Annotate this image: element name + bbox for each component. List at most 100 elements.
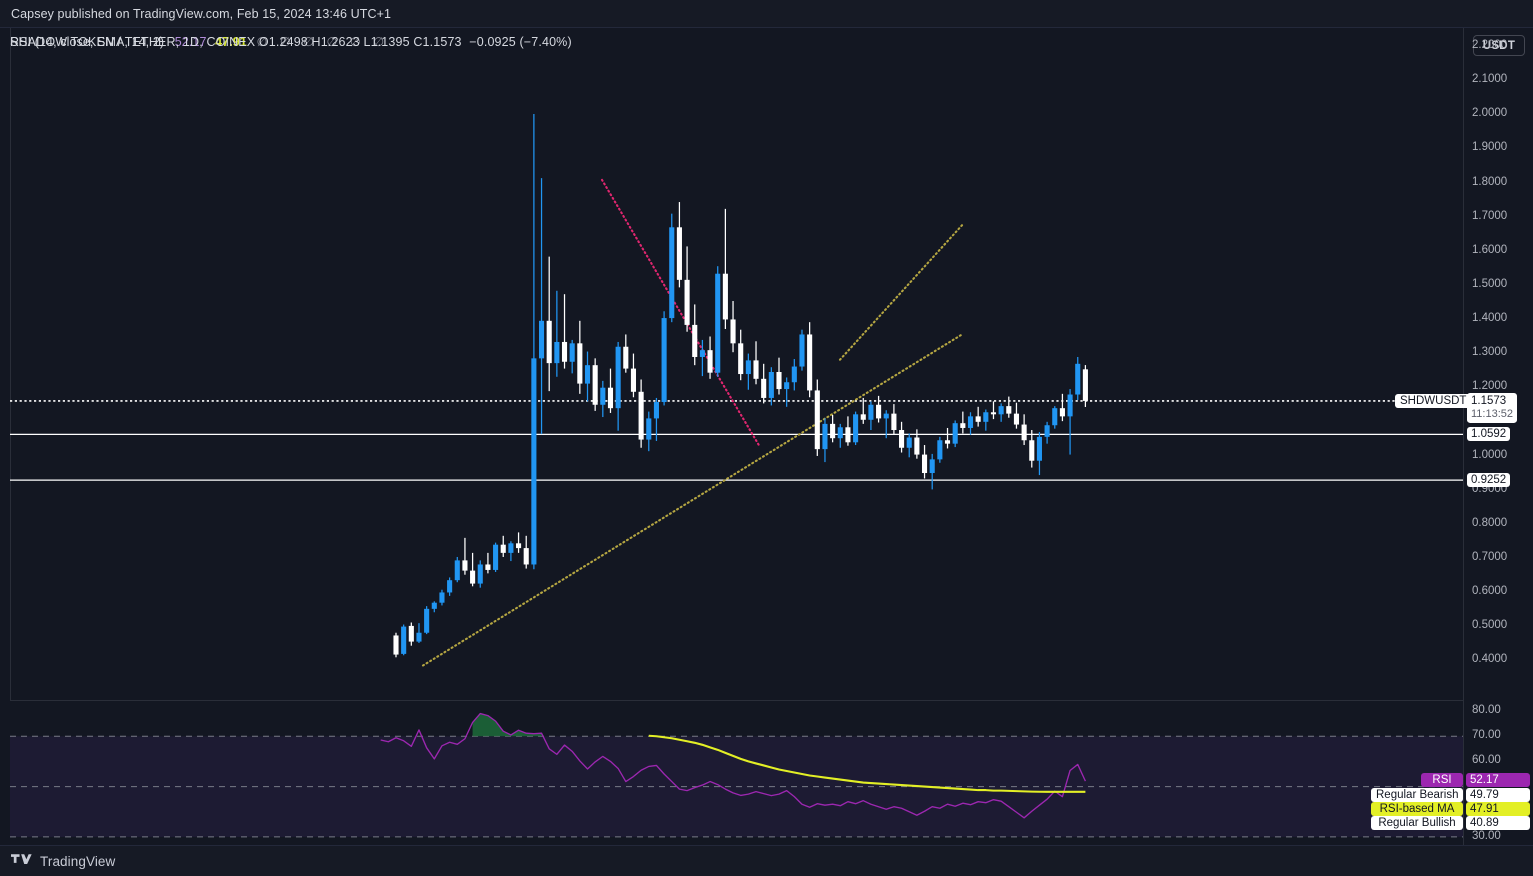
legend-low: L1.1395	[363, 35, 410, 49]
candle	[776, 357, 782, 395]
price-axis-tick: 2.0000	[1472, 107, 1508, 120]
price-axis-tick: 1.8000	[1472, 175, 1508, 188]
candle	[477, 560, 483, 588]
candle	[500, 535, 506, 557]
candle	[1006, 396, 1012, 418]
candle	[853, 411, 859, 446]
candle	[462, 537, 468, 575]
candle	[554, 290, 560, 377]
candle	[684, 246, 690, 332]
price-line-chip: 0.9252	[1467, 473, 1511, 488]
last-price-chip: 1.1573 11:13:52	[1467, 392, 1518, 423]
price-axis-tick: 2.2000	[1472, 39, 1508, 52]
candle	[1021, 414, 1027, 446]
candle	[876, 395, 882, 423]
candle	[906, 433, 912, 458]
rsi-value-chip: 52.17	[1466, 773, 1530, 787]
price-axis-tick: 1.7000	[1472, 209, 1508, 222]
price-axis-tick: 1.4000	[1472, 312, 1508, 325]
rsi-indicator-pane[interactable]	[10, 700, 1463, 846]
rsi-axis-tick: 80.00	[1472, 704, 1501, 717]
candle	[561, 294, 568, 369]
candle	[523, 535, 529, 569]
candle	[408, 622, 414, 646]
candle	[883, 410, 889, 439]
candle	[431, 601, 437, 613]
candle	[424, 606, 430, 635]
candle	[569, 339, 575, 374]
price-axis-tick: 1.5000	[1472, 277, 1508, 290]
badge-rsi: RSI	[1421, 773, 1463, 787]
candle	[967, 412, 974, 435]
candle	[607, 368, 614, 413]
candle	[983, 409, 989, 431]
candle	[623, 334, 629, 373]
candle	[745, 353, 751, 390]
badge-regular-bearish: Regular Bearish	[1371, 788, 1463, 802]
rsi-title[interactable]: RSI (14, close, SMA, 14, 2)	[10, 35, 165, 49]
candle	[975, 406, 981, 427]
candle	[914, 429, 920, 459]
price-chart-pane[interactable]	[10, 28, 1463, 673]
rsi-series-rsi	[380, 712, 1087, 819]
candle	[929, 453, 935, 490]
legend-symbol[interactable]: SHADOW TOKEN / TETHER, 1D, COINEX	[10, 35, 256, 49]
candle	[799, 329, 805, 371]
candle	[837, 423, 843, 448]
candle	[891, 404, 897, 435]
price-axis-tick: 0.6000	[1472, 585, 1508, 598]
rsi-ma-value: 47.91	[215, 35, 247, 49]
rsi-series-rsi-based-ma	[648, 734, 1086, 793]
candle	[937, 436, 943, 463]
tradingview-logo[interactable]: TradingView	[11, 854, 115, 869]
candle	[1052, 406, 1058, 429]
candle	[630, 353, 637, 398]
candle	[546, 256, 552, 392]
trendline-ascending-support-lower	[421, 333, 964, 667]
candle	[416, 623, 422, 643]
price-axis-tick: 1.2000	[1472, 380, 1508, 393]
candle	[1036, 432, 1042, 476]
candle	[952, 420, 958, 448]
candle	[868, 401, 874, 431]
candle	[768, 367, 774, 406]
candle	[784, 377, 790, 407]
price-legend[interactable]: SHADOW TOKEN / TETHER, 1D, COINEX O1.249…	[10, 35, 572, 49]
candle	[470, 552, 476, 587]
rsi-plot-svg	[10, 712, 1463, 838]
trendline-descending-resistance	[600, 178, 761, 447]
candle	[814, 379, 820, 456]
candle	[538, 178, 545, 435]
candle	[960, 411, 966, 434]
price-axis[interactable]: USDT 2.2000 2.1000 2.0000 1.9000 1.8000 1.700…	[1463, 28, 1533, 846]
price-axis-tick: 0.7000	[1472, 550, 1508, 563]
legend-close: C1.1573	[413, 35, 462, 49]
publisher-bar: Capsey published on TradingView.com, Feb…	[0, 0, 1533, 27]
candle	[1059, 393, 1065, 422]
legend-open: O1.2498	[258, 35, 308, 49]
candle	[615, 341, 621, 431]
price-plot-svg	[10, 114, 1463, 667]
candle	[577, 320, 583, 394]
badge-rsi-based-ma: RSI-based MA	[1371, 802, 1463, 816]
candle	[761, 363, 767, 404]
rsi-legend[interactable]: RSI (14, close, SMA, 14, 2) 52.17 47.91 …	[10, 34, 389, 49]
candle	[692, 304, 698, 366]
price-axis-tick: 2.1000	[1472, 73, 1508, 86]
tradingview-mark-icon	[11, 854, 32, 865]
candle	[899, 421, 905, 453]
candle	[791, 359, 797, 391]
candle	[722, 208, 728, 329]
price-axis-tick: 1.3000	[1472, 346, 1508, 359]
currency-chip[interactable]: USDT	[1473, 35, 1525, 56]
trendline-ascending-support-upper	[838, 224, 964, 361]
candle	[1075, 356, 1081, 400]
candle	[638, 379, 644, 448]
badge-regular-bullish: Regular Bullish	[1371, 816, 1463, 830]
price-axis-tick: 0.5000	[1472, 619, 1508, 632]
candle	[531, 114, 537, 570]
candle	[921, 445, 928, 479]
candle	[393, 632, 399, 658]
rsi-axis-tick: 30.00	[1472, 829, 1501, 842]
candle	[730, 301, 736, 353]
